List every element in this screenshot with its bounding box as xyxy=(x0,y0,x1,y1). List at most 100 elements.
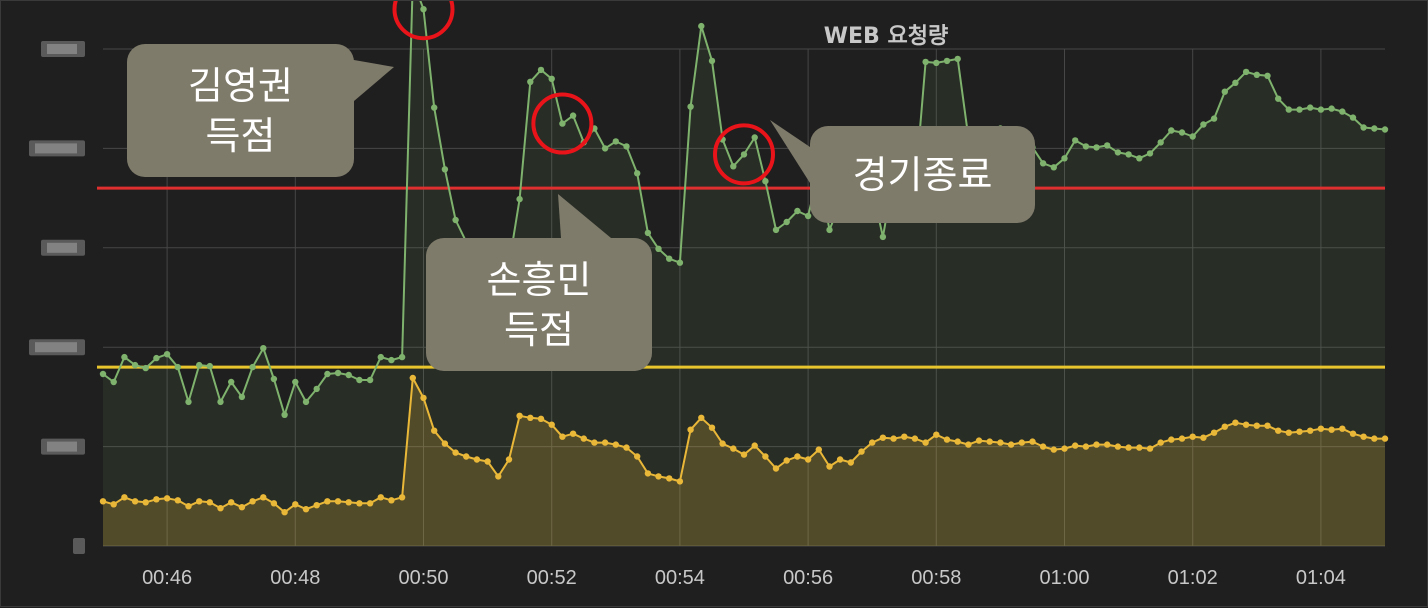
data-point[interactable] xyxy=(623,444,630,451)
data-point[interactable] xyxy=(698,414,705,421)
data-point[interactable] xyxy=(975,437,983,444)
data-point[interactable] xyxy=(1146,150,1154,157)
data-point[interactable] xyxy=(131,361,139,369)
data-point[interactable] xyxy=(933,59,940,67)
data-point[interactable] xyxy=(666,475,673,482)
data-point[interactable] xyxy=(1114,149,1122,156)
data-point[interactable] xyxy=(644,229,652,237)
data-point[interactable] xyxy=(1050,446,1058,453)
data-point[interactable] xyxy=(1082,443,1090,450)
data-point[interactable] xyxy=(1136,155,1143,162)
data-point[interactable] xyxy=(1082,143,1090,150)
data-point[interactable] xyxy=(377,353,384,361)
data-point[interactable] xyxy=(804,456,812,463)
data-point[interactable] xyxy=(495,473,502,480)
data-point[interactable] xyxy=(1275,95,1282,102)
data-point[interactable] xyxy=(270,375,278,383)
data-point[interactable] xyxy=(730,445,737,452)
data-point[interactable] xyxy=(1328,105,1335,112)
data-point[interactable] xyxy=(313,385,320,393)
data-point[interactable] xyxy=(858,448,865,455)
data-point[interactable] xyxy=(1072,137,1079,144)
data-point[interactable] xyxy=(206,499,213,506)
data-point[interactable] xyxy=(1232,79,1239,87)
data-point[interactable] xyxy=(783,457,790,464)
data-point[interactable] xyxy=(1371,125,1378,132)
data-point[interactable] xyxy=(505,456,513,463)
data-point[interactable] xyxy=(163,351,171,358)
data-point[interactable] xyxy=(1007,441,1015,448)
data-point[interactable] xyxy=(292,501,299,508)
data-point[interactable] xyxy=(612,441,619,448)
data-point[interactable] xyxy=(676,478,684,485)
data-point[interactable] xyxy=(890,435,897,442)
data-point[interactable] xyxy=(334,498,342,505)
data-point[interactable] xyxy=(794,453,801,460)
data-point[interactable] xyxy=(1381,126,1389,133)
data-point[interactable] xyxy=(484,458,491,465)
data-point[interactable] xyxy=(1307,427,1314,434)
data-point[interactable] xyxy=(1125,151,1132,158)
data-point[interactable] xyxy=(1168,436,1175,443)
data-point[interactable] xyxy=(1050,164,1058,171)
data-point[interactable] xyxy=(580,435,587,442)
data-point[interactable] xyxy=(302,398,310,406)
data-point[interactable] xyxy=(516,195,523,203)
data-point[interactable] xyxy=(452,216,459,224)
data-point[interactable] xyxy=(345,499,352,506)
data-point[interactable] xyxy=(1307,104,1314,111)
data-point[interactable] xyxy=(1072,442,1079,449)
data-point[interactable] xyxy=(1093,144,1100,151)
data-point[interactable] xyxy=(612,138,619,145)
data-point[interactable] xyxy=(270,500,278,507)
data-point[interactable] xyxy=(260,345,267,352)
data-point[interactable] xyxy=(238,393,246,401)
data-point[interactable] xyxy=(366,376,374,384)
data-point[interactable] xyxy=(409,374,416,382)
data-point[interactable] xyxy=(1253,71,1261,79)
data-point[interactable] xyxy=(196,361,203,369)
data-point[interactable] xyxy=(1210,429,1218,436)
data-point[interactable] xyxy=(185,503,192,510)
data-point[interactable] xyxy=(1061,445,1068,452)
data-point[interactable] xyxy=(1210,115,1218,122)
data-point[interactable] xyxy=(879,233,887,241)
data-point[interactable] xyxy=(217,398,224,406)
data-point[interactable] xyxy=(153,354,160,362)
data-point[interactable] xyxy=(634,453,641,460)
data-point[interactable] xyxy=(324,370,331,378)
data-point[interactable] xyxy=(249,498,256,505)
data-point[interactable] xyxy=(452,449,459,456)
data-point[interactable] xyxy=(826,226,833,234)
data-point[interactable] xyxy=(196,498,203,505)
data-point[interactable] xyxy=(377,494,384,501)
data-point[interactable] xyxy=(1018,439,1025,446)
data-point[interactable] xyxy=(1200,121,1207,128)
data-point[interactable] xyxy=(217,505,224,512)
data-point[interactable] xyxy=(292,378,299,386)
data-point[interactable] xyxy=(1039,443,1047,450)
data-point[interactable] xyxy=(420,394,427,402)
data-point[interactable] xyxy=(708,57,716,65)
data-point[interactable] xyxy=(228,378,235,386)
data-point[interactable] xyxy=(559,433,566,440)
data-point[interactable] xyxy=(324,498,331,505)
data-point[interactable] xyxy=(431,104,438,111)
data-point[interactable] xyxy=(1349,114,1357,121)
data-point[interactable] xyxy=(121,353,128,361)
data-point[interactable] xyxy=(676,259,684,266)
data-point[interactable] xyxy=(687,426,694,433)
data-point[interactable] xyxy=(869,439,876,446)
data-point[interactable] xyxy=(804,212,812,220)
data-point[interactable] xyxy=(313,502,320,509)
data-point[interactable] xyxy=(751,134,758,141)
data-point[interactable] xyxy=(730,163,737,170)
data-point[interactable] xyxy=(954,55,961,63)
data-point[interactable] xyxy=(334,369,342,377)
data-point[interactable] xyxy=(740,451,748,458)
data-point[interactable] xyxy=(634,170,641,177)
data-point[interactable] xyxy=(1253,422,1261,429)
data-point[interactable] xyxy=(559,120,566,127)
data-point[interactable] xyxy=(719,440,726,447)
